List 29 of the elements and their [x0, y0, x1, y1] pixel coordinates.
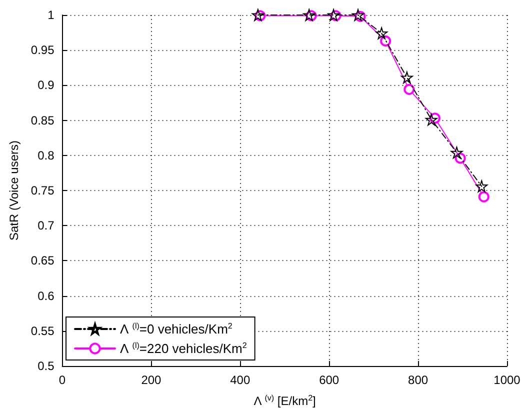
- point: [352, 9, 364, 21]
- y-tick-label: 0.75: [30, 184, 55, 198]
- y-tick-label: 0.6: [38, 288, 55, 303]
- x-tick-label: 0: [58, 373, 66, 387]
- point: [376, 27, 388, 40]
- y-tick-label: 1: [48, 8, 55, 22]
- point: [478, 191, 490, 202]
- y-tick-label: 0.5: [38, 359, 55, 373]
- x-tick-label: 800: [408, 373, 428, 387]
- y-tick-label: 0.8: [38, 148, 55, 162]
- point: [450, 146, 463, 159]
- point: [400, 71, 413, 84]
- point: [252, 9, 264, 21]
- x-tick-label: 1000: [494, 373, 521, 387]
- y-axis-title: SatR (Voice users): [7, 140, 21, 241]
- x-tick-label: 200: [141, 373, 162, 387]
- y-tick-label: 0.55: [30, 324, 55, 338]
- point: [328, 9, 340, 21]
- x-tick-label: 400: [230, 373, 250, 387]
- y-tick-label: 0.95: [30, 43, 55, 58]
- y-tick-label: 0.65: [30, 254, 55, 268]
- point: [476, 180, 488, 192]
- x-tick-label: 600: [319, 373, 340, 387]
- point: [303, 9, 316, 21]
- y-tick-label: 0.7: [38, 218, 55, 233]
- point: [425, 114, 438, 126]
- point: [404, 84, 415, 95]
- y-tick-label: 0.9: [38, 78, 55, 92]
- y-tick-label: 0.85: [30, 113, 55, 128]
